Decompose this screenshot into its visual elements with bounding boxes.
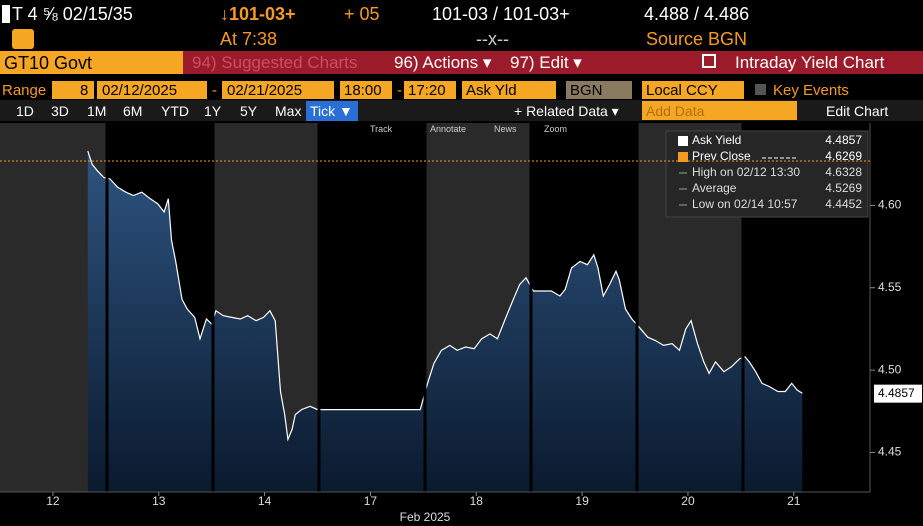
x-tick-label: 18 bbox=[470, 494, 484, 508]
end-date-field[interactable] bbox=[222, 81, 334, 99]
start-time-field[interactable] bbox=[340, 81, 392, 99]
start-date: 02/12/2025 bbox=[102, 82, 178, 99]
field-select[interactable] bbox=[462, 81, 556, 99]
currency: Local CCY bbox=[646, 82, 718, 99]
yields: 4.488 / 4.486 bbox=[644, 4, 750, 24]
security-box[interactable] bbox=[0, 51, 183, 74]
dash: - bbox=[212, 82, 217, 99]
x-tick-label: 20 bbox=[681, 494, 695, 508]
period-button[interactable]: YTD bbox=[161, 103, 189, 119]
legend-value: 4.5269 bbox=[825, 181, 862, 195]
tool[interactable]: Zoom bbox=[544, 124, 568, 134]
x-axis-label: Feb 2025 bbox=[400, 510, 451, 524]
popout-icon[interactable] bbox=[702, 54, 716, 68]
tool[interactable]: Track bbox=[370, 124, 393, 134]
legend-label: Ask Yield bbox=[692, 133, 741, 147]
actions-menu[interactable]: 96) Actions ▾ bbox=[394, 53, 492, 72]
suggested-charts[interactable]: 94) Suggested Charts bbox=[192, 53, 358, 72]
currency-select[interactable] bbox=[642, 81, 744, 99]
end-time-field[interactable] bbox=[404, 81, 456, 99]
source-field[interactable] bbox=[566, 81, 632, 99]
ticker: T 4 ⅝ 02/15/35 bbox=[12, 4, 133, 24]
legend-value: 4.6269 bbox=[825, 149, 862, 163]
x-tick-label: 17 bbox=[364, 494, 378, 508]
tool[interactable]: Annotate bbox=[430, 124, 467, 134]
legend-label: Prev Close bbox=[692, 149, 751, 163]
cursor bbox=[2, 5, 10, 23]
legend-label: Low on 02/14 10:57 bbox=[692, 197, 798, 211]
security: GT10 Govt bbox=[4, 53, 93, 73]
quote-bar bbox=[0, 0, 923, 28]
change: + 05 bbox=[344, 4, 380, 24]
add-data-field[interactable] bbox=[642, 101, 797, 120]
legend-label: High on 02/12 13:30 bbox=[692, 165, 800, 179]
x-tick-label: 14 bbox=[258, 494, 272, 508]
y-tick-label: 4.55 bbox=[878, 280, 902, 294]
period-button[interactable]: 1D bbox=[16, 103, 34, 119]
source: Source BGN bbox=[646, 29, 748, 49]
period-button[interactable]: Tick ▼ bbox=[306, 101, 358, 121]
legend-box bbox=[665, 130, 869, 218]
start-date-field[interactable] bbox=[97, 81, 207, 99]
command-bar bbox=[0, 51, 923, 74]
field: Ask Yld bbox=[466, 82, 517, 99]
period-button[interactable]: 1M bbox=[87, 103, 107, 119]
checkbox[interactable] bbox=[755, 84, 766, 95]
x-tick-label: 13 bbox=[152, 494, 166, 508]
bid-ask: 101-03 / 101-03+ bbox=[432, 4, 570, 24]
add-data: Add Data bbox=[646, 103, 705, 119]
y-tick-label: 4.50 bbox=[878, 362, 902, 376]
y-tick-label: 4.45 bbox=[878, 445, 902, 459]
edit-menu[interactable]: 97) Edit ▾ bbox=[510, 53, 582, 72]
gauge-icon[interactable] bbox=[12, 29, 34, 49]
last-value-label: 4.4857 bbox=[878, 386, 915, 400]
period-button[interactable]: 5Y bbox=[240, 103, 258, 119]
edit-chart[interactable]: Edit Chart bbox=[826, 103, 889, 119]
start-time: 18:00 bbox=[344, 82, 382, 99]
range-label: Range bbox=[2, 82, 47, 99]
source-code: BGN bbox=[570, 82, 603, 99]
size: --x-- bbox=[476, 29, 509, 49]
period-button[interactable]: 1Y bbox=[204, 103, 222, 119]
series-line bbox=[87, 150, 803, 442]
x-tick-label: 21 bbox=[787, 494, 801, 508]
legend-swatch bbox=[678, 152, 688, 162]
period-field[interactable] bbox=[52, 81, 94, 99]
end-time: 17:20 bbox=[408, 82, 446, 99]
legend-label: Average bbox=[692, 181, 737, 195]
key-events: Key Events bbox=[773, 82, 849, 99]
area-fill bbox=[87, 151, 803, 492]
period-button[interactable]: Max bbox=[275, 103, 302, 119]
last-value-tag bbox=[874, 384, 922, 403]
session-dividers bbox=[105, 123, 745, 492]
period-button[interactable]: 6M bbox=[123, 103, 143, 119]
y-tick-label: 4.60 bbox=[878, 198, 902, 212]
x-tick-label: 19 bbox=[575, 494, 589, 508]
x-tick-label: 12 bbox=[46, 494, 60, 508]
period: 8 bbox=[80, 82, 89, 99]
legend-value: 4.4857 bbox=[825, 133, 862, 147]
legend-value: 4.4452 bbox=[825, 197, 862, 211]
period-button[interactable]: 3D bbox=[51, 103, 69, 119]
related-data[interactable]: + Related Data ▾ bbox=[514, 103, 619, 119]
end-date: 02/21/2025 bbox=[227, 82, 303, 99]
dash: - bbox=[397, 82, 402, 99]
tool[interactable]: News bbox=[494, 124, 517, 134]
chart-title: Intraday Yield Chart bbox=[735, 53, 885, 72]
legend-value: 4.6328 bbox=[825, 165, 862, 179]
legend-swatch bbox=[678, 136, 688, 146]
time: At 7:38 bbox=[220, 29, 278, 49]
price: ↓101-03+ bbox=[220, 4, 296, 24]
